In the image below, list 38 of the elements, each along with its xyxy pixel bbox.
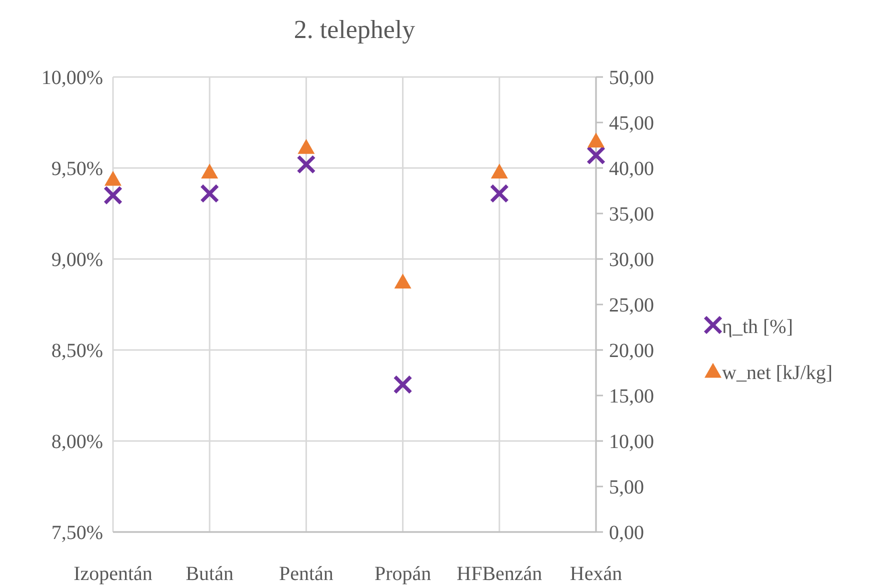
y2-tick-label: 10,00 (609, 431, 654, 453)
x-tick-label: HFBenzán (456, 563, 542, 585)
x-tick-label: Hexán (570, 563, 622, 585)
x-tick-label: Pentán (278, 563, 334, 585)
point (588, 132, 604, 148)
chart-title: 2. telephely (294, 15, 416, 44)
y2-tick-label: 15,00 (609, 386, 654, 408)
point (394, 376, 412, 393)
point (298, 156, 314, 173)
y2-tick-label: 0,00 (609, 522, 644, 544)
y-tick-label: 8,50% (51, 340, 103, 362)
point (491, 185, 508, 202)
x-tick-label: Bután (186, 563, 234, 585)
point (298, 138, 315, 154)
point (201, 164, 218, 178)
point (104, 187, 122, 204)
y2-tick-label: 40,00 (609, 158, 654, 180)
y-tick-label: 8,00% (51, 431, 103, 453)
point (394, 274, 412, 289)
point (588, 146, 604, 164)
x-tick-label: Izopentán (74, 563, 152, 585)
legend-label: η_th [%] (722, 316, 793, 338)
y2-tick-label: 50,00 (609, 67, 654, 89)
y2-tick-label: 35,00 (609, 204, 654, 226)
y2-tick-label: 5,00 (609, 476, 644, 498)
y-tick-label: 10,00% (41, 67, 103, 89)
y2-tick-label: 30,00 (609, 249, 654, 271)
legend-label: w_net [kJ/kg] (722, 362, 833, 384)
y2-tick-label: 25,00 (609, 294, 654, 316)
point (490, 164, 508, 178)
y-tick-label: 7,50% (51, 522, 103, 544)
x-tick-label: Propán (374, 563, 432, 585)
y2-tick-label: 45,00 (609, 112, 654, 134)
y-tick-label: 9,50% (51, 158, 103, 180)
y2-tick-label: 20,00 (609, 340, 654, 362)
y-tick-label: 9,00% (51, 249, 103, 271)
point (104, 170, 122, 186)
point (201, 185, 218, 202)
